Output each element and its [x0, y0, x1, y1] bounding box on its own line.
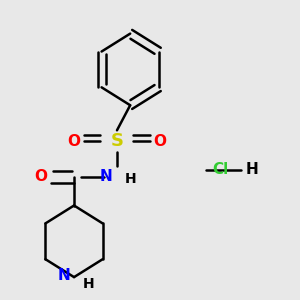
Text: Cl: Cl: [213, 162, 229, 177]
Text: S: S: [110, 132, 124, 150]
Text: H: H: [246, 162, 259, 177]
Text: H: H: [82, 277, 94, 291]
Text: N: N: [99, 169, 112, 184]
Text: N: N: [58, 268, 71, 283]
Text: O: O: [34, 169, 47, 184]
Text: H: H: [125, 172, 137, 186]
Text: O: O: [153, 134, 167, 148]
Text: O: O: [68, 134, 80, 148]
